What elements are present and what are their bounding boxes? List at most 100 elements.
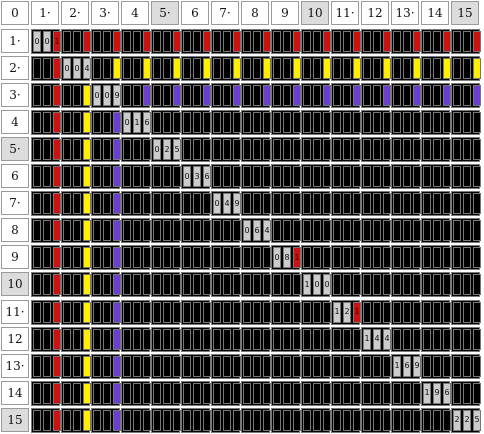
grid-cell[interactable]: [181, 83, 211, 109]
grid-cell[interactable]: [181, 299, 211, 325]
grid-cell[interactable]: [91, 245, 121, 271]
grid-cell[interactable]: [31, 56, 61, 82]
grid-cell[interactable]: [451, 218, 481, 244]
grid-cell[interactable]: [31, 83, 61, 109]
grid-cell[interactable]: [151, 191, 181, 217]
grid-cell[interactable]: [151, 272, 181, 298]
grid-cell[interactable]: [121, 218, 151, 244]
grid-cell[interactable]: [211, 164, 241, 190]
grid-cell[interactable]: [241, 83, 271, 109]
grid-cell[interactable]: [181, 326, 211, 352]
grid-cell[interactable]: [241, 56, 271, 82]
grid-cell[interactable]: [421, 29, 451, 55]
grid-cell[interactable]: 025025: [151, 137, 181, 163]
grid-cell[interactable]: [421, 299, 451, 325]
grid-cell[interactable]: [121, 245, 151, 271]
grid-cell[interactable]: [31, 164, 61, 190]
grid-cell[interactable]: [301, 245, 331, 271]
grid-cell[interactable]: [241, 353, 271, 379]
grid-cell[interactable]: [91, 191, 121, 217]
grid-cell[interactable]: [301, 56, 331, 82]
grid-cell[interactable]: [451, 326, 481, 352]
grid-cell[interactable]: [31, 272, 61, 298]
grid-cell[interactable]: [391, 83, 421, 109]
grid-cell[interactable]: [391, 191, 421, 217]
grid-cell[interactable]: [361, 218, 391, 244]
grid-cell[interactable]: [181, 272, 211, 298]
grid-cell[interactable]: [91, 137, 121, 163]
grid-cell[interactable]: [451, 29, 481, 55]
grid-cell[interactable]: [241, 326, 271, 352]
grid-cell[interactable]: [181, 110, 211, 136]
grid-cell[interactable]: [31, 191, 61, 217]
grid-cell[interactable]: [61, 29, 91, 55]
grid-cell[interactable]: 049049: [211, 191, 241, 217]
grid-cell[interactable]: [451, 353, 481, 379]
grid-cell[interactable]: [61, 299, 91, 325]
grid-cell[interactable]: [241, 137, 271, 163]
grid-cell[interactable]: [331, 137, 361, 163]
grid-cell[interactable]: [31, 380, 61, 406]
grid-cell[interactable]: 169169: [391, 353, 421, 379]
grid-cell[interactable]: [271, 353, 301, 379]
grid-cell[interactable]: [151, 164, 181, 190]
grid-cell[interactable]: [301, 164, 331, 190]
grid-cell[interactable]: [331, 380, 361, 406]
grid-cell[interactable]: [361, 380, 391, 406]
grid-cell[interactable]: [331, 326, 361, 352]
grid-cell[interactable]: [421, 326, 451, 352]
grid-cell[interactable]: 064064: [241, 218, 271, 244]
grid-cell[interactable]: [241, 380, 271, 406]
grid-cell[interactable]: [211, 380, 241, 406]
grid-cell[interactable]: [181, 56, 211, 82]
grid-cell[interactable]: [451, 245, 481, 271]
grid-cell[interactable]: [331, 353, 361, 379]
grid-cell[interactable]: [271, 272, 301, 298]
grid-cell[interactable]: [241, 164, 271, 190]
grid-cell[interactable]: [241, 191, 271, 217]
grid-cell[interactable]: [361, 407, 391, 433]
grid-cell[interactable]: [121, 299, 151, 325]
grid-cell[interactable]: [391, 137, 421, 163]
grid-cell[interactable]: [121, 272, 151, 298]
grid-cell[interactable]: [211, 218, 241, 244]
grid-cell[interactable]: [151, 29, 181, 55]
grid-cell[interactable]: [421, 164, 451, 190]
grid-cell[interactable]: [301, 407, 331, 433]
grid-cell[interactable]: [121, 56, 151, 82]
grid-cell[interactable]: [421, 191, 451, 217]
grid-cell[interactable]: [91, 110, 121, 136]
grid-cell[interactable]: [91, 218, 121, 244]
grid-cell[interactable]: [91, 29, 121, 55]
grid-cell[interactable]: [421, 218, 451, 244]
grid-cell[interactable]: [361, 245, 391, 271]
grid-cell[interactable]: [391, 218, 421, 244]
grid-cell[interactable]: 004004: [61, 56, 91, 82]
grid-cell[interactable]: [361, 272, 391, 298]
grid-cell[interactable]: [451, 272, 481, 298]
grid-cell[interactable]: [181, 218, 211, 244]
grid-cell[interactable]: [271, 407, 301, 433]
grid-cell[interactable]: 081081: [271, 245, 301, 271]
grid-cell[interactable]: [331, 29, 361, 55]
grid-cell[interactable]: [361, 137, 391, 163]
grid-cell[interactable]: [61, 110, 91, 136]
grid-cell[interactable]: 100100: [301, 272, 331, 298]
grid-cell[interactable]: [301, 137, 331, 163]
grid-cell[interactable]: [271, 191, 301, 217]
grid-cell[interactable]: [151, 110, 181, 136]
grid-cell[interactable]: [181, 29, 211, 55]
grid-cell[interactable]: [151, 353, 181, 379]
grid-cell[interactable]: [331, 245, 361, 271]
grid-cell[interactable]: [331, 218, 361, 244]
grid-cell[interactable]: [241, 110, 271, 136]
grid-cell[interactable]: [301, 299, 331, 325]
grid-cell[interactable]: [91, 164, 121, 190]
grid-cell[interactable]: [421, 353, 451, 379]
grid-cell[interactable]: [211, 407, 241, 433]
grid-cell[interactable]: [421, 407, 451, 433]
grid-cell[interactable]: [61, 245, 91, 271]
grid-cell[interactable]: [31, 218, 61, 244]
grid-cell[interactable]: [421, 83, 451, 109]
grid-cell[interactable]: [151, 56, 181, 82]
